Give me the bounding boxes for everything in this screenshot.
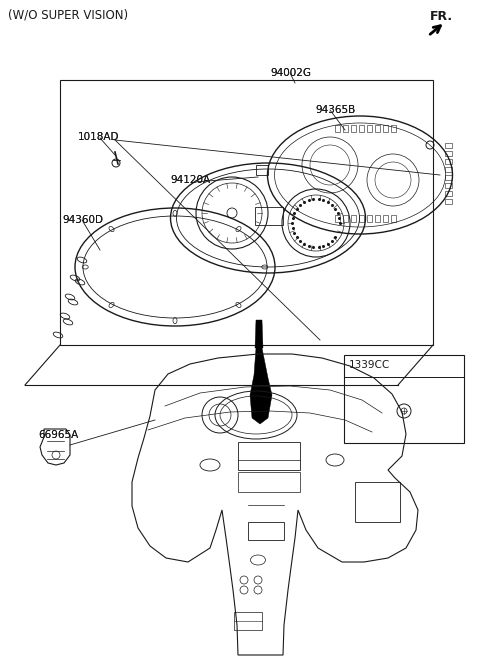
Text: 66965A: 66965A [38,430,78,440]
Bar [375,215,380,222]
Text: 94120A: 94120A [170,175,210,185]
Bar [391,125,396,132]
Bar [391,215,396,222]
Bar [248,522,284,540]
Bar [383,125,388,132]
Bar [359,215,364,222]
Text: (W/O SUPER VISION): (W/O SUPER VISION) [8,8,128,21]
Bar [367,215,372,222]
Bar [445,151,452,156]
Bar [238,472,300,492]
Bar [335,215,340,222]
Bar [351,125,356,132]
Text: 94365B: 94365B [315,105,355,115]
Bar [445,143,452,148]
Bar [445,191,452,196]
Bar [445,159,452,164]
Bar [355,482,400,522]
Bar [445,199,452,204]
Text: 94120A: 94120A [170,175,210,185]
Bar [445,167,452,172]
Text: 94365B: 94365B [315,105,355,115]
Bar [445,175,452,180]
Text: 94002G: 94002G [270,68,311,78]
Bar [445,183,452,188]
Bar [255,207,283,225]
Polygon shape [250,348,272,424]
Text: 1018AD: 1018AD [78,132,120,142]
Bar [367,125,372,132]
Bar [256,165,268,175]
Text: 94360D: 94360D [62,215,103,225]
Text: 66965A: 66965A [38,430,78,440]
Text: 1339CC: 1339CC [349,360,390,370]
Bar [60,80,433,345]
Bar [383,215,388,222]
Text: 94360D: 94360D [62,215,103,225]
Bar [238,442,300,470]
Bar [359,125,364,132]
Bar [344,355,464,443]
Polygon shape [255,320,263,348]
Bar [375,125,380,132]
Text: 1018AD: 1018AD [78,132,120,142]
Bar [234,612,262,630]
Bar [351,215,356,222]
Bar [343,125,348,132]
Bar [343,215,348,222]
Text: FR.: FR. [430,10,453,23]
Bar [335,125,340,132]
Text: 94002G: 94002G [270,68,311,78]
